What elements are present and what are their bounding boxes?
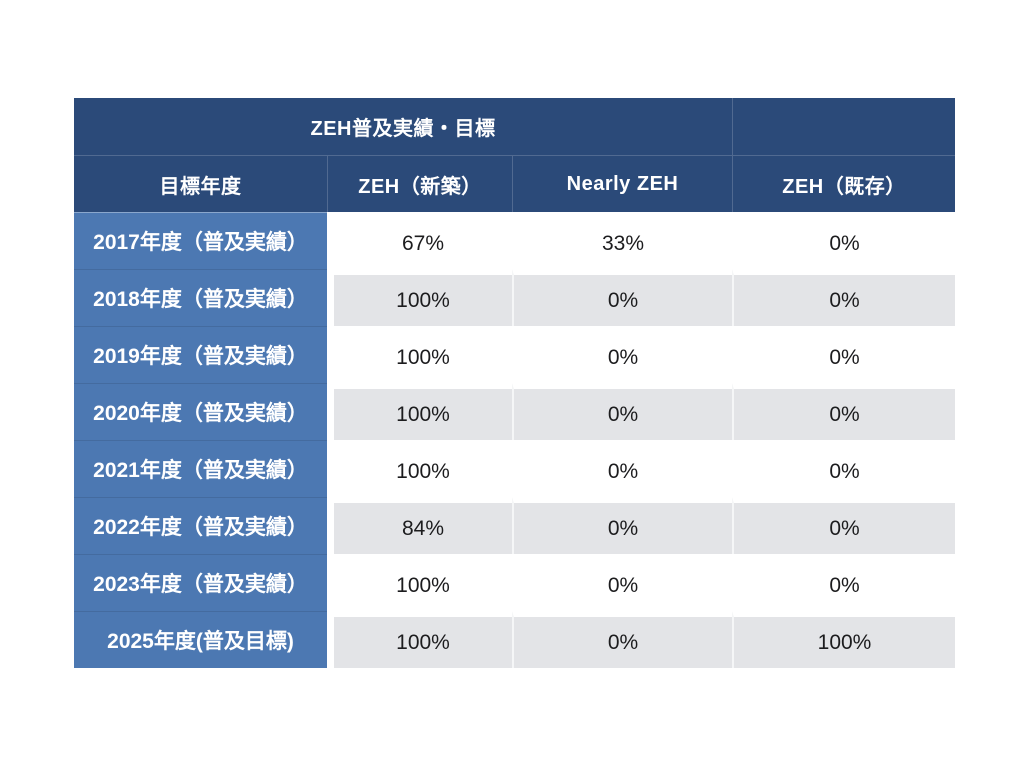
table-cell-2021-zeh-new: 100% xyxy=(327,440,512,497)
table-cell-2018-zeh-new: 100% xyxy=(327,269,512,326)
table-cell-2017-nearly-zeh: 33% xyxy=(512,212,732,269)
row-label-2021: 2021年度（普及実績） xyxy=(74,440,327,497)
table-cell-2017-zeh-new: 67% xyxy=(327,212,512,269)
table-cell-2025-nearly-zeh: 0% xyxy=(512,611,732,668)
table-cell-2017-zeh-existing: 0% xyxy=(732,212,955,269)
table-cell-2023-zeh-new: 100% xyxy=(327,554,512,611)
table-title-spacer xyxy=(732,98,955,155)
column-header-zeh-new: ZEH（新築） xyxy=(327,155,512,212)
table-title: ZEH普及実績・目標 xyxy=(74,98,732,155)
table-cell-2022-nearly-zeh: 0% xyxy=(512,497,732,554)
table-cell-2021-zeh-existing: 0% xyxy=(732,440,955,497)
table-cell-2019-zeh-new: 100% xyxy=(327,326,512,383)
table-cell-2023-nearly-zeh: 0% xyxy=(512,554,732,611)
table-cell-2020-zeh-new: 100% xyxy=(327,383,512,440)
row-label-2022: 2022年度（普及実績） xyxy=(74,497,327,554)
table-cell-2022-zeh-existing: 0% xyxy=(732,497,955,554)
table-cell-2018-nearly-zeh: 0% xyxy=(512,269,732,326)
row-label-2020: 2020年度（普及実績） xyxy=(74,383,327,440)
table-cell-2020-nearly-zeh: 0% xyxy=(512,383,732,440)
column-header-zeh-existing: ZEH（既存） xyxy=(732,155,955,212)
table-cell-2025-zeh-existing: 100% xyxy=(732,611,955,668)
table-cell-2021-nearly-zeh: 0% xyxy=(512,440,732,497)
table-cell-2025-zeh-new: 100% xyxy=(327,611,512,668)
table-cell-2019-nearly-zeh: 0% xyxy=(512,326,732,383)
row-label-2018: 2018年度（普及実績） xyxy=(74,269,327,326)
row-label-2019: 2019年度（普及実績） xyxy=(74,326,327,383)
table-cell-2022-zeh-new: 84% xyxy=(327,497,512,554)
column-header-target-year: 目標年度 xyxy=(74,155,327,212)
table-cell-2019-zeh-existing: 0% xyxy=(732,326,955,383)
column-header-nearly-zeh: Nearly ZEH xyxy=(512,155,732,212)
row-label-2017: 2017年度（普及実績） xyxy=(74,212,327,269)
table-cell-2020-zeh-existing: 0% xyxy=(732,383,955,440)
row-label-2023: 2023年度（普及実績） xyxy=(74,554,327,611)
zeh-adoption-table: ZEH普及実績・目標 目標年度 ZEH（新築） Nearly ZEH ZEH（既… xyxy=(74,98,955,668)
table-cell-2018-zeh-existing: 0% xyxy=(732,269,955,326)
row-label-2025-target: 2025年度(普及目標) xyxy=(74,611,327,668)
table-cell-2023-zeh-existing: 0% xyxy=(732,554,955,611)
